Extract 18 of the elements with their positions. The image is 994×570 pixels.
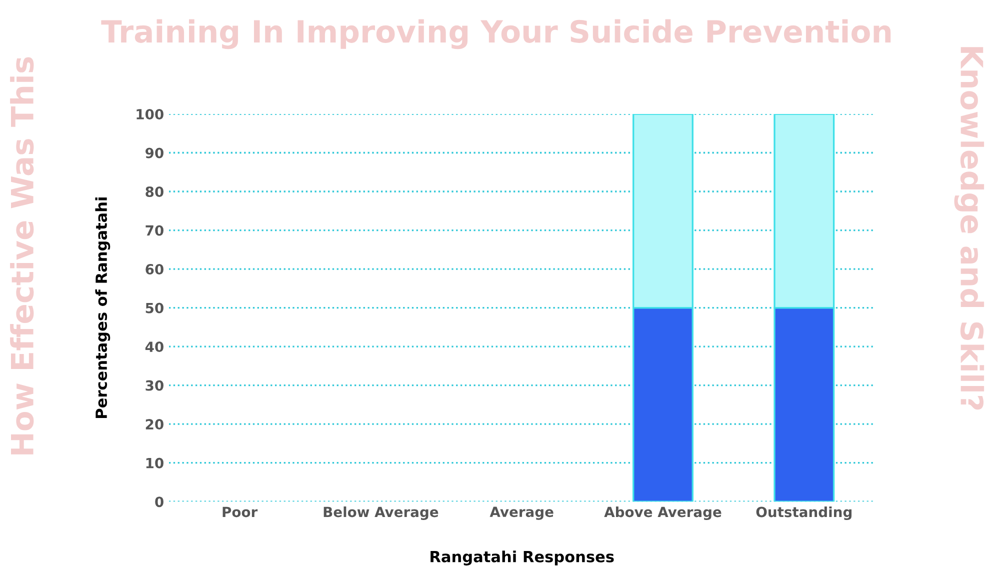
x-tick-label: Above Average bbox=[604, 506, 722, 520]
y-tick-label: 60 bbox=[146, 264, 164, 275]
x-tick-label: Below Average bbox=[324, 506, 438, 520]
y-tick-label: 80 bbox=[146, 186, 164, 197]
x-tick-label: Poor bbox=[222, 506, 258, 518]
y-tick-label: 10 bbox=[146, 458, 164, 468]
y-tick-label: 90 bbox=[146, 148, 164, 158]
x-axis-title: Rangatahi Responses bbox=[430, 550, 614, 566]
y-axis-title: Percentages of Rangatahi bbox=[95, 198, 110, 418]
y-tick-label: 20 bbox=[146, 419, 164, 430]
y-tick-label: 70 bbox=[146, 225, 164, 236]
y-tick-label: 30 bbox=[146, 380, 164, 391]
x-tick-label: Outstanding bbox=[756, 506, 852, 520]
y-tick-label: 100 bbox=[136, 108, 164, 120]
y-tick-label: 40 bbox=[145, 342, 164, 352]
y-tick-label: 50 bbox=[146, 302, 164, 314]
x-tick-label: Average bbox=[490, 506, 554, 520]
y-tick-label: 0 bbox=[155, 496, 164, 508]
